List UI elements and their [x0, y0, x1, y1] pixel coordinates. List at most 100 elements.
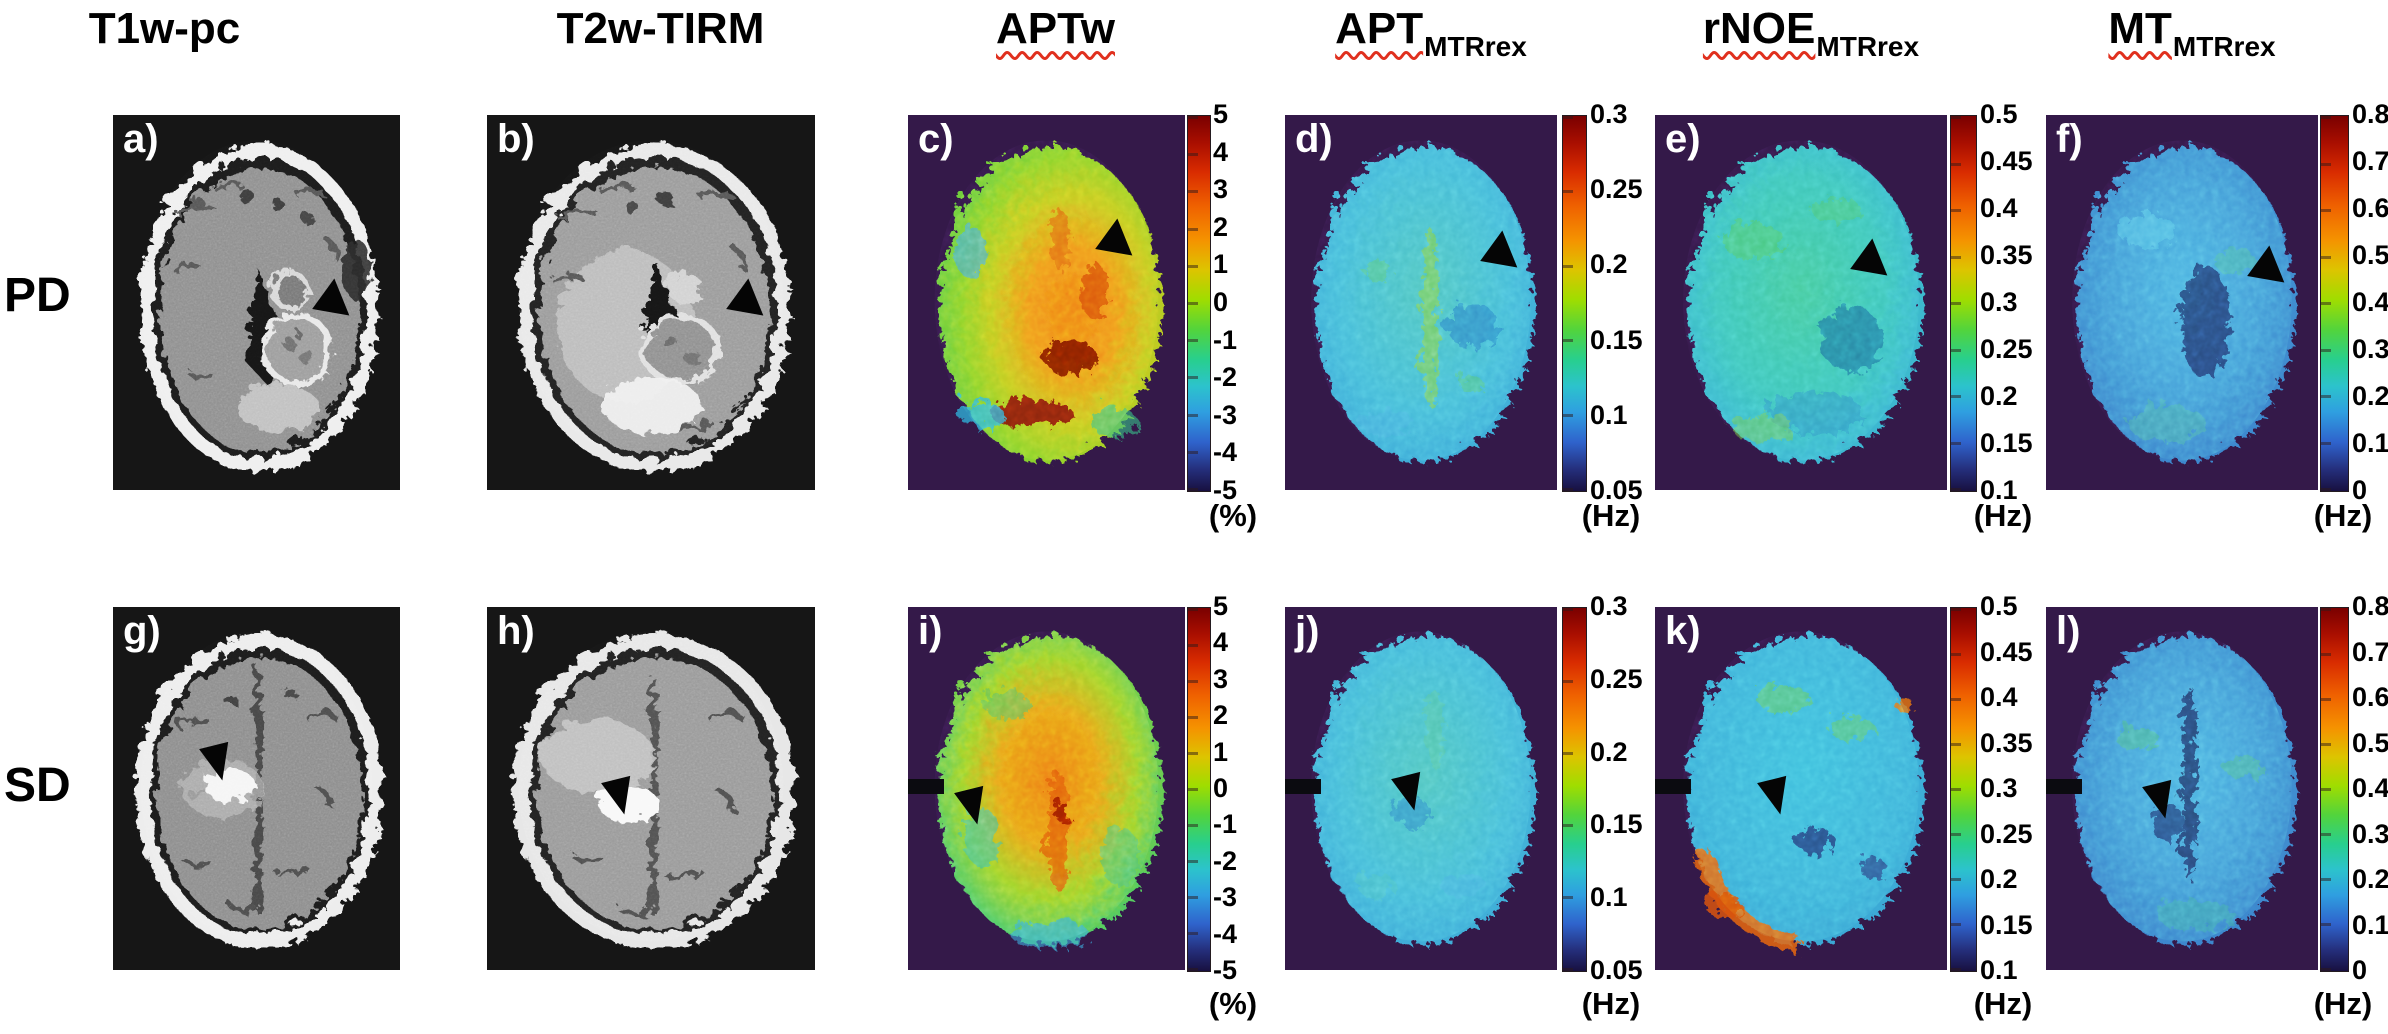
colorbar-tickmark	[2321, 923, 2331, 926]
colorbar-tickmark	[1563, 680, 1573, 683]
colorbar-tick: 0.2	[2352, 381, 2388, 411]
colorbar-tickmarks	[1188, 608, 1198, 971]
t1w-brain-image	[136, 140, 377, 470]
colorbar-tick: 0.05	[1590, 474, 1643, 505]
colorbar-tickmark	[1188, 788, 1198, 791]
colorbar-tickmark	[1951, 348, 1961, 352]
image-notch	[1655, 779, 1691, 794]
colorbar-tickmark	[1188, 716, 1198, 719]
colorbar-tick: 0.2	[2352, 864, 2388, 894]
colorbar-tickmarks	[1951, 116, 1961, 491]
colorbar-tick: 0.4	[1980, 193, 2018, 223]
colorbar-tickmark	[1563, 487, 1573, 491]
colorbar-tickmark	[1188, 301, 1198, 305]
colorbar-rnoe-sd	[1950, 607, 1977, 972]
colorbar-tickmark	[2321, 209, 2331, 212]
colorbar-tick: 0	[2352, 955, 2368, 985]
colorbar-tick: 2	[1213, 700, 1229, 731]
colorbar-tick: -4	[1213, 437, 1238, 468]
colorbar-tickmark	[2321, 441, 2331, 445]
colorbar-tick: -2	[1213, 362, 1238, 393]
colorbar-tickmark	[1188, 752, 1198, 755]
colorbar-tick: 0.1	[1590, 399, 1628, 430]
colorbar-tickmark	[1563, 824, 1573, 827]
colorbar-tickmark	[1951, 209, 1961, 212]
colorbar-tick: -3	[1213, 882, 1238, 913]
colorbar-tick: 0.15	[1590, 809, 1643, 840]
colorbar-tickmark	[1951, 878, 1961, 881]
colorbar-tick: 5	[1213, 591, 1229, 621]
colorbar-tickmark	[2321, 608, 2331, 611]
colorbar-tick: 0.3	[2352, 334, 2388, 364]
colorbar-tickmark	[2321, 653, 2331, 656]
colorbar-aptw-sd	[1187, 607, 1211, 972]
panel-letter: g)	[123, 609, 161, 653]
colorbar-tickmark	[1563, 968, 1573, 971]
colorbar-tick-labels: 0.3 0.25 0.2 0.15 0.1 0.05	[1590, 101, 1670, 504]
panel-l-mt-mtrrex-sd: l)	[2046, 607, 2318, 970]
panel-letter: a)	[123, 117, 159, 161]
colorbar-tickmark	[1563, 116, 1573, 119]
colorbar-tick: 0.1	[2352, 428, 2388, 458]
colorbar-tickmark	[1188, 860, 1198, 863]
colorbar-tickmark	[1951, 788, 1961, 791]
column-header-aptw: APTw	[996, 4, 1115, 53]
aptw-map-image	[934, 140, 1159, 461]
colorbar-tickmark	[1951, 441, 1961, 445]
panel-letter: j)	[1295, 609, 1320, 653]
colorbar-tick: 0.3	[2352, 818, 2388, 849]
colorbar-tickmark	[1188, 824, 1198, 827]
mt-mtrrex-map-image	[2072, 631, 2292, 942]
panel-letter: k)	[1665, 609, 1701, 653]
colorbar-tick: -3	[1213, 399, 1238, 430]
colorbar-tick: 0.3	[1590, 99, 1628, 129]
colorbar-tick: 0.35	[1980, 240, 2033, 270]
panel-letter: c)	[918, 117, 954, 161]
colorbar-tick: 1	[1213, 249, 1229, 280]
colorbar-tickmark	[1951, 923, 1961, 926]
t2w-brain-image	[513, 140, 789, 470]
colorbar-tick: 0.5	[2352, 727, 2388, 758]
colorbar-tickmark	[2321, 788, 2331, 791]
colorbar-tick: 1	[1213, 736, 1229, 767]
colorbar-tick: 0	[2352, 475, 2368, 505]
image-notch	[1285, 779, 1321, 794]
colorbar-tickmarks	[2321, 608, 2331, 971]
t1w-brain-image	[132, 631, 381, 946]
column-header-rnoe-mtrrex: rNOEMTRrex	[1702, 4, 1920, 62]
colorbar-mt-pd	[2320, 115, 2349, 492]
colorbar-tick: -5	[1213, 954, 1238, 985]
colorbar-tickmark	[1951, 698, 1961, 701]
colorbar-tickmark	[1188, 896, 1198, 899]
colorbar-tickmark	[1188, 487, 1198, 491]
colorbar-tickmark	[1951, 162, 1961, 166]
panel-letter: f)	[2056, 117, 2083, 161]
panel-f-mt-mtrrex-pd: f)	[2046, 115, 2318, 490]
panel-b-t2w-tirm-pd: b)	[487, 115, 815, 490]
colorbar-tick: 0.05	[1590, 954, 1643, 985]
column-header-mt-mtrrex: MTMTRrex	[2108, 4, 2276, 62]
colorbar-tickmark	[2321, 116, 2331, 119]
colorbar-tickmark	[1563, 896, 1573, 899]
panel-letter: d)	[1295, 117, 1333, 161]
colorbar-tick: 0.2	[1590, 736, 1628, 767]
colorbar-tick: 0	[1213, 286, 1229, 317]
colorbar-tick: 0.6	[2352, 682, 2388, 712]
colorbar-unit: (Hz)	[2313, 986, 2373, 1021]
colorbar-tickmark	[1188, 450, 1198, 454]
colorbar-tickmark	[1563, 339, 1573, 343]
colorbar-tickmark	[1951, 116, 1961, 119]
colorbar-tickmark	[1951, 968, 1961, 971]
rnoe-mtrrex-map-image	[1683, 140, 1919, 461]
colorbar-rnoe-pd	[1950, 115, 1977, 492]
colorbar-tick: 4	[1213, 136, 1229, 167]
column-header-t2w-tirm: T2w-TIRM	[556, 4, 765, 53]
colorbar-tick: 5	[1213, 99, 1229, 129]
panel-d-apt-mtrrex-pd: d)	[1285, 115, 1557, 490]
colorbar-tick: 0.3	[1590, 591, 1628, 621]
colorbar-unit: (Hz)	[1581, 498, 1641, 533]
colorbar-tick: 0.15	[1980, 428, 2033, 458]
colorbar-tick: 0.1	[1980, 955, 2018, 985]
image-notch	[2046, 779, 2082, 794]
